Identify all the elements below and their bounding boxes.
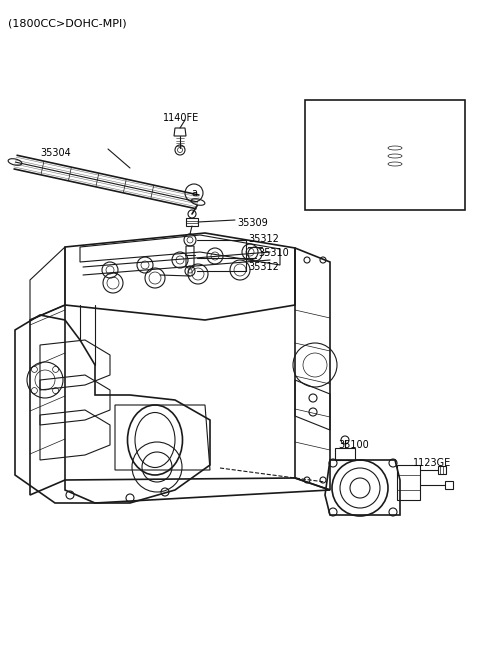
Text: 31337F: 31337F — [348, 112, 384, 122]
Text: 1140FE: 1140FE — [163, 113, 199, 123]
Text: 35310: 35310 — [258, 248, 289, 258]
Text: a: a — [315, 107, 321, 117]
Text: 35304: 35304 — [40, 148, 71, 158]
Bar — [305, 100, 465, 210]
Text: 35309: 35309 — [237, 218, 268, 228]
Text: 35100: 35100 — [338, 440, 369, 450]
Text: 35312: 35312 — [248, 234, 279, 244]
Text: 1123GE: 1123GE — [413, 458, 451, 468]
Text: (1800CC>DOHC-MPI): (1800CC>DOHC-MPI) — [8, 18, 127, 28]
Text: a: a — [191, 188, 197, 198]
Text: 35312: 35312 — [248, 262, 279, 272]
